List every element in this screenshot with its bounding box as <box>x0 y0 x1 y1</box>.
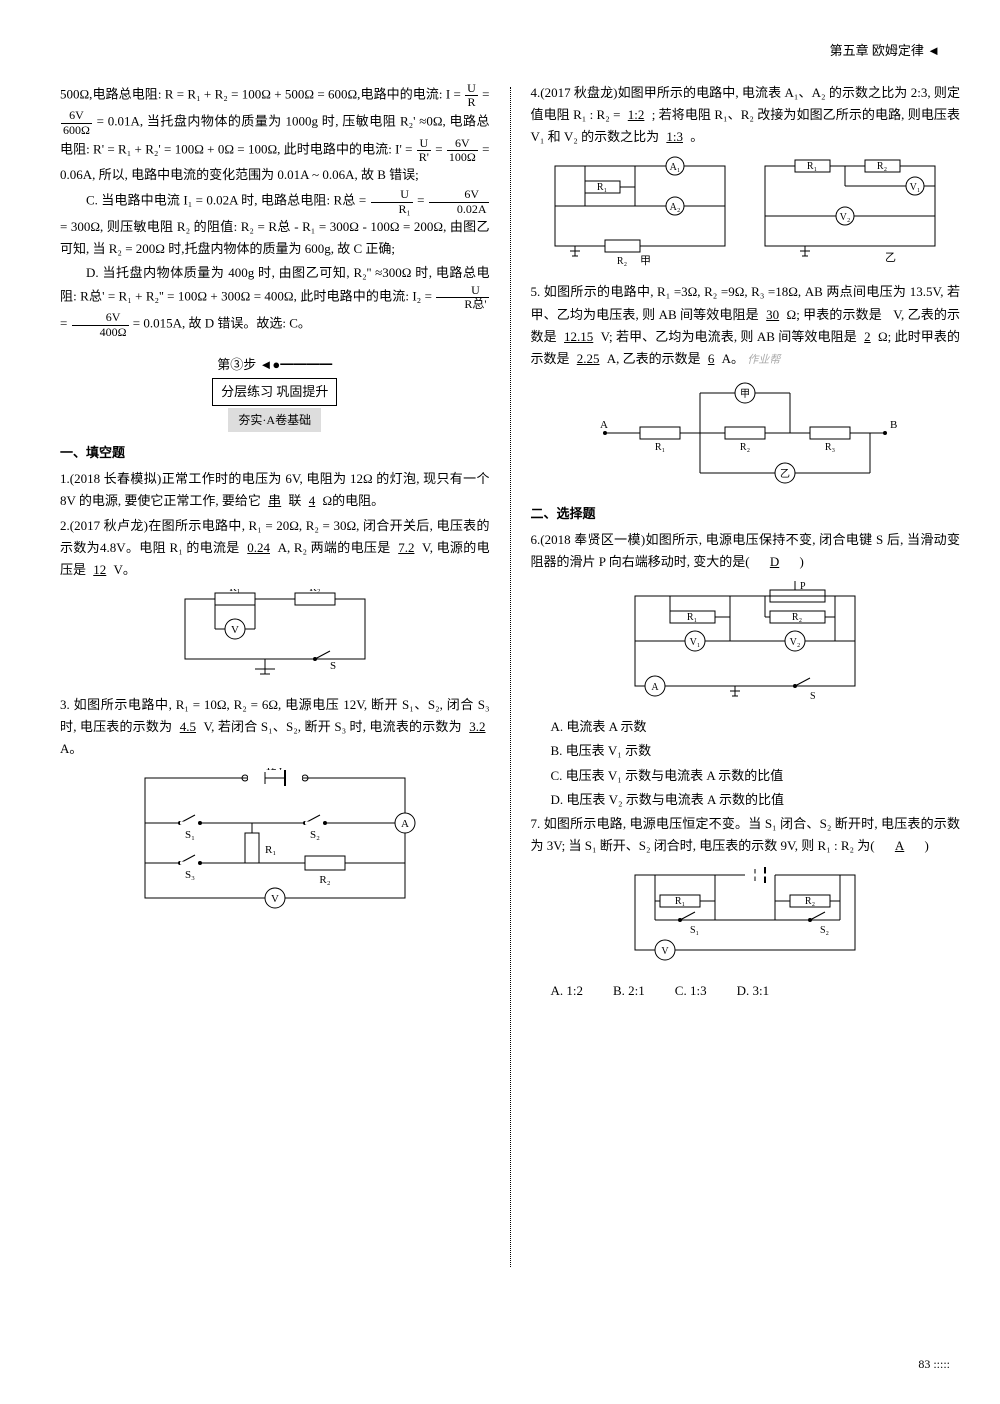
svg-text:R₁: R₁ <box>265 844 276 856</box>
svg-text:V: V <box>231 624 239 636</box>
column-divider <box>510 87 511 1267</box>
svg-text:V₂: V₂ <box>840 212 851 223</box>
q4-circuit: A₁ R₁ A₂ R₂ 甲 R₁ R₂ V₁ V₂ 乙 <box>531 156 961 273</box>
svg-text:R₂: R₂ <box>319 874 330 886</box>
svg-text:V: V <box>271 893 279 905</box>
svg-text:V₁: V₁ <box>690 637 701 648</box>
fill-heading: 一、填空题 <box>60 442 490 464</box>
svg-text:R₁: R₁ <box>675 896 685 907</box>
svg-text:S: S <box>810 691 816 701</box>
q7-options: A. 1:2 B. 2:1 C. 1:3 D. 3:1 <box>531 980 961 1002</box>
svg-text:V₂: V₂ <box>790 637 801 648</box>
left-column: 500Ω,电路总电阻: R = R₁ + R₂ = 100Ω + 500Ω = … <box>60 82 490 1267</box>
svg-text:甲: 甲 <box>640 255 651 266</box>
question-3: 3. 如图所示电路中, R₁ = 10Ω, R₂ = 6Ω, 电源电压 12V,… <box>60 694 490 760</box>
svg-text:A: A <box>600 419 608 431</box>
chapter-label: 第五章 欧姆定律 <box>830 43 924 58</box>
q6-optC: C. 电压表 V₁ 示数与电流表 A 示数的比值 <box>531 765 961 787</box>
q5-circuit: A B R₁ R₂ R₃ 甲 乙 <box>531 378 961 495</box>
q7-circuit: R₁ R₂ S₁ S₂ V <box>531 865 961 972</box>
svg-text:S₂: S₂ <box>820 925 829 936</box>
q6-optD: D. 电压表 V₂ 示数与电流表 A 示数的比值 <box>531 789 961 811</box>
q3-circuit: 12V S₁ S₂ S₃ R₁ R₂ A V <box>60 768 490 925</box>
svg-text:A: A <box>652 682 660 693</box>
svg-text:R₂: R₂ <box>877 161 887 172</box>
question-6: 6.(2018 奉贤区一模)如图所示, 电源电压保持不变, 闭合电键 S 后, … <box>531 529 961 573</box>
question-4: 4.(2017 秋盘龙)如图甲所示的电路中, 电流表 A₁、A₂ 的示数之比为 … <box>531 82 961 148</box>
svg-text:R₂: R₂ <box>740 442 750 453</box>
q6-optA: A. 电流表 A 示数 <box>531 716 961 738</box>
svg-text:12V: 12V <box>265 768 284 773</box>
question-7: 7. 如图所示电路, 电源电压恒定不变。当 S₁ 闭合、S₂ 断开时, 电压表的… <box>531 813 961 857</box>
svg-text:R₂: R₂ <box>617 256 627 266</box>
question-1: 1.(2018 长春模拟)正常工作时的电压为 6V, 电阻为 12Ω 的灯泡, … <box>60 468 490 512</box>
explanation-c: C. 当电路中电流 I₁ = 0.02A 时, 电路总电阻: R总 = UR₁ … <box>60 188 490 260</box>
svg-text:R₂: R₂ <box>792 612 802 623</box>
q6-optB: B. 电压表 V₁ 示数 <box>531 740 961 762</box>
svg-text:R₂: R₂ <box>805 896 815 907</box>
svg-text:甲: 甲 <box>740 389 750 400</box>
svg-text:R₁: R₁ <box>229 589 240 594</box>
svg-text:A₂: A₂ <box>670 202 681 213</box>
svg-text:V: V <box>662 946 670 957</box>
svg-text:R₁: R₁ <box>807 161 817 172</box>
svg-text:P: P <box>800 581 806 592</box>
svg-text:乙: 乙 <box>780 468 790 480</box>
svg-text:R₂: R₂ <box>309 589 320 594</box>
svg-text:S₂: S₂ <box>310 829 320 841</box>
question-2: 2.(2017 秋卢龙)在图所示电路中, R₁ = 20Ω, R₂ = 30Ω,… <box>60 515 490 581</box>
svg-text:乙: 乙 <box>885 251 896 264</box>
explanation-d: D. 当托盘内物体质量为 400g 时, 由图乙可知, R₂'' ≈300Ω 时… <box>60 262 490 339</box>
right-column: 4.(2017 秋盘龙)如图甲所示的电路中, 电流表 A₁、A₂ 的示数之比为 … <box>531 82 961 1267</box>
svg-text:R₁: R₁ <box>687 612 697 623</box>
choice-heading: 二、选择题 <box>531 503 961 525</box>
svg-text:R₃: R₃ <box>825 442 835 453</box>
svg-text:A: A <box>401 818 409 830</box>
svg-text:A₁: A₁ <box>670 162 681 173</box>
page-header: 第五章 欧姆定律 ◄ <box>60 40 960 62</box>
svg-text:R₁: R₁ <box>655 442 665 453</box>
svg-text:V₁: V₁ <box>910 182 921 193</box>
q6-circuit: R₁ R₂ P V₁ V₂ A S <box>531 581 961 708</box>
svg-text:S₁: S₁ <box>185 829 195 841</box>
svg-text:S₁: S₁ <box>690 925 699 936</box>
svg-text:S: S <box>330 660 336 672</box>
page-number: 83 ::::: <box>918 1354 950 1374</box>
explanation-b: 500Ω,电路总电阻: R = R₁ + R₂ = 100Ω + 500Ω = … <box>60 82 490 186</box>
svg-text:R₁: R₁ <box>597 182 607 193</box>
content-columns: 500Ω,电路总电阻: R = R₁ + R₂ = 100Ω + 500Ω = … <box>60 82 960 1267</box>
q2-circuit: R₁ R₂ V S <box>60 589 490 686</box>
watermark: 作业帮 <box>747 354 780 366</box>
svg-text:B: B <box>890 419 897 431</box>
section-banner: 第③步 ◄●━━━━ 分层练习 巩固提升 夯实·A卷基础 <box>60 354 490 433</box>
svg-text:S₃: S₃ <box>185 869 195 881</box>
question-5: 5. 如图所示的电路中, R₁ =3Ω, R₂ =9Ω, R₃ =18Ω, AB… <box>531 281 961 369</box>
